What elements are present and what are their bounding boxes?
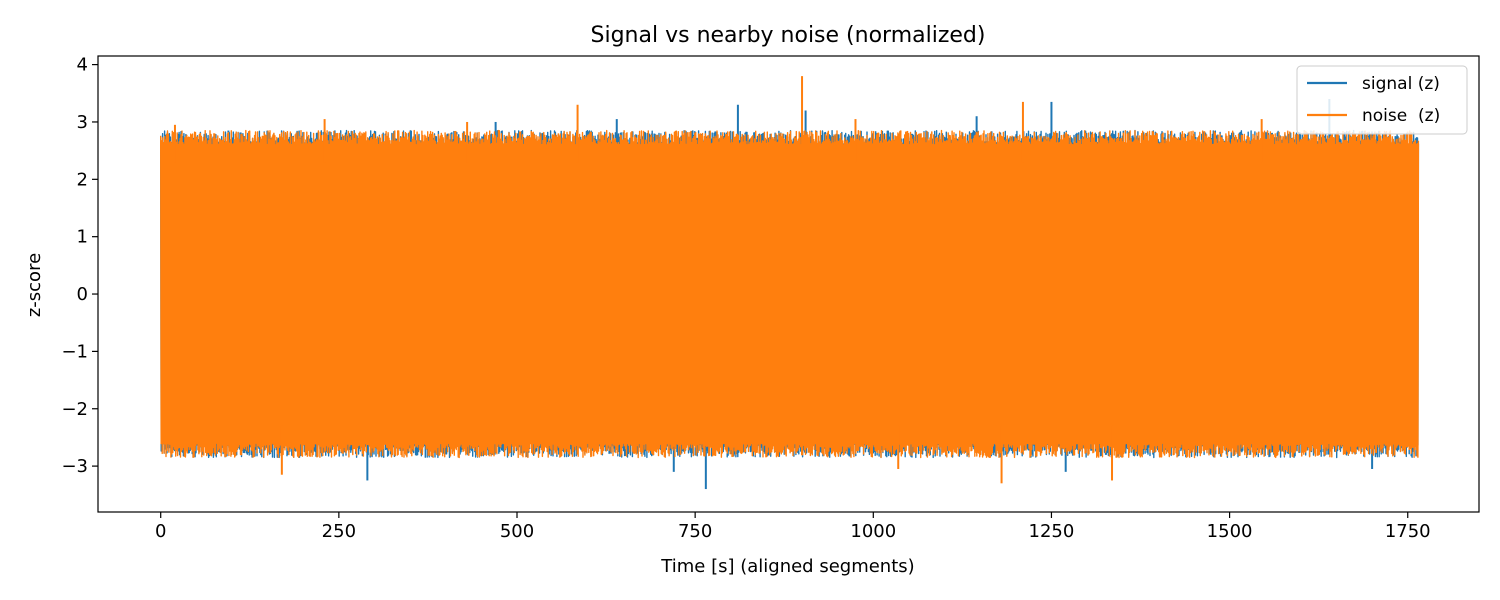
plot-frame xyxy=(97,55,1480,513)
y-axis-label: z-score xyxy=(24,253,45,317)
x-tick-label: 250 xyxy=(322,521,356,542)
legend-label-noise: noise (z) xyxy=(1362,106,1440,126)
series-layer xyxy=(160,76,1420,490)
x-tick-label: 750 xyxy=(678,521,712,542)
legend-label-signal: signal (z) xyxy=(1362,74,1440,94)
plot-area xyxy=(97,55,1480,513)
y-tick-label: −3 xyxy=(61,456,88,477)
series-noise xyxy=(160,76,1420,484)
x-tick-label: 500 xyxy=(500,521,534,542)
y-tick-label: 1 xyxy=(77,227,88,248)
x-tick-label: 1500 xyxy=(1207,521,1253,542)
y-tick-label: −2 xyxy=(61,399,88,420)
y-tick-label: 0 xyxy=(77,284,88,305)
x-tick-label: 0 xyxy=(155,521,166,542)
legend: signal (z) noise (z) xyxy=(1296,65,1468,135)
y-tick-label: 3 xyxy=(77,112,88,133)
series-band xyxy=(160,162,1419,426)
y-tick-label: −1 xyxy=(61,341,88,362)
x-tick-label: 1250 xyxy=(1029,521,1075,542)
y-axis: −3 −2 −1 0 1 2 3 4 xyxy=(61,55,98,477)
x-tick-label: 1000 xyxy=(850,521,896,542)
x-axis-label: Time [s] (aligned segments) xyxy=(660,556,914,577)
x-tick-label: 1750 xyxy=(1385,521,1431,542)
y-tick-label: 2 xyxy=(77,169,88,190)
chart-title: Signal vs nearby noise (normalized) xyxy=(591,23,986,48)
y-tick-label: 4 xyxy=(77,55,88,76)
x-axis: 0 250 500 750 1000 1250 1500 1750 xyxy=(155,512,1431,542)
